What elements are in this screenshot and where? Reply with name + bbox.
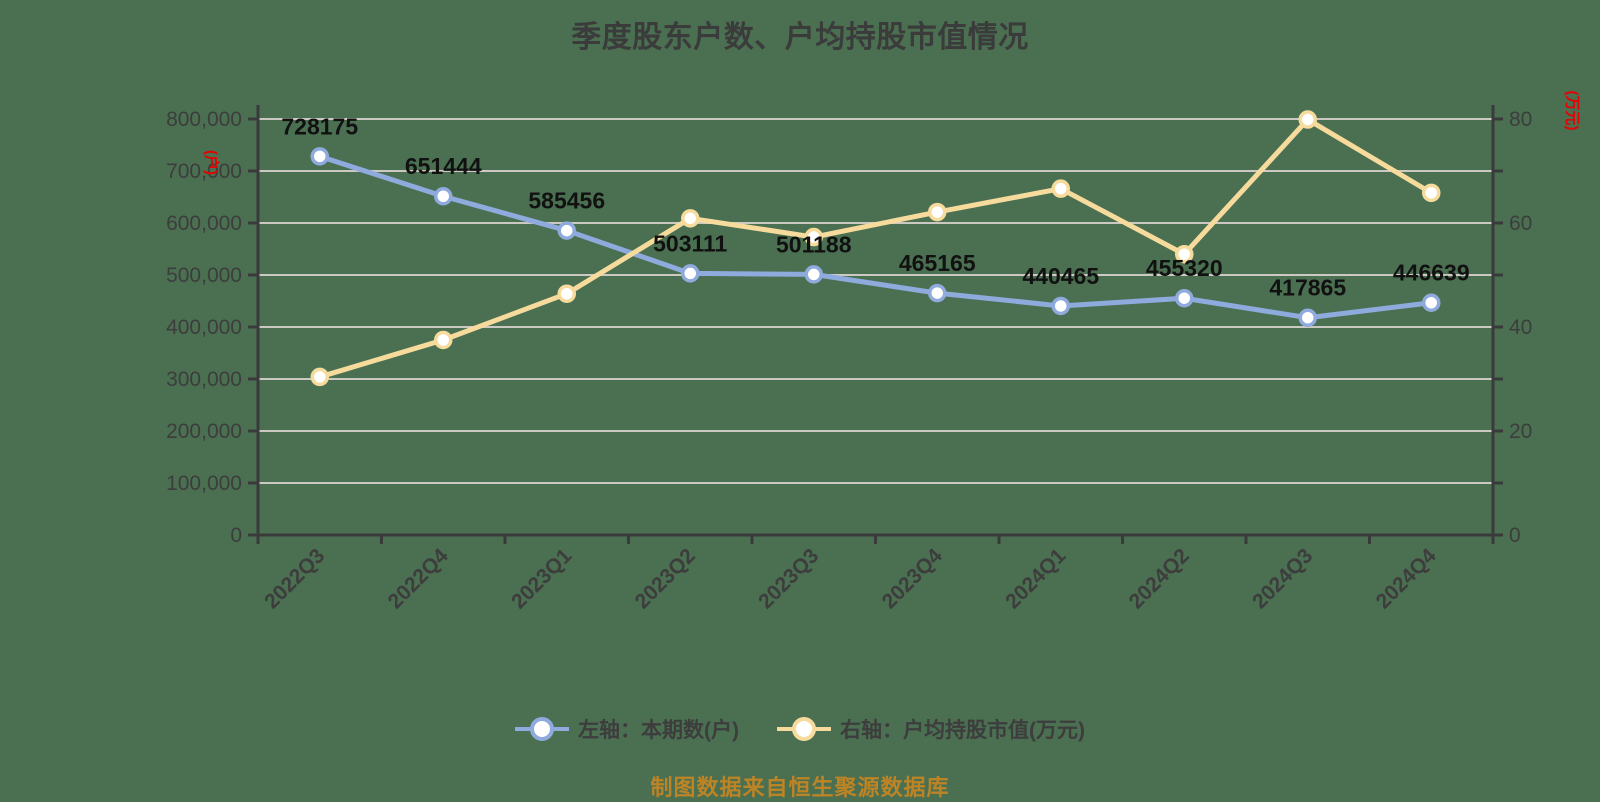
line-circle-marker-icon (777, 715, 831, 743)
data-point-marker[interactable] (1175, 288, 1194, 308)
x-axis-category-label: 2024Q4 (1372, 544, 1441, 613)
left-axis-unit-label: (户) (202, 150, 220, 175)
x-axis-category-label: 2024Q1 (1001, 544, 1070, 613)
data-point-value-label: 651444 (405, 153, 482, 179)
left-axis-tick-label: 400,000 (166, 316, 242, 339)
left-axis-tick-label: 800,000 (166, 108, 242, 131)
left-axis-tick-label: 500,000 (166, 264, 242, 287)
x-axis-category-label: 2023Q2 (631, 544, 700, 613)
data-point-value-label: 728175 (281, 113, 358, 139)
data-point-marker[interactable] (681, 264, 700, 283)
data-point-marker[interactable] (804, 227, 823, 247)
legend-item-avg-holding-value[interactable]: 右轴：户均持股市值(万元) (777, 714, 1085, 744)
chart-title: 季度股东户数、户均持股市值情况 (571, 21, 1029, 54)
data-point-marker[interactable] (804, 265, 823, 284)
data-point-value-label: 440465 (1022, 263, 1099, 289)
left-axis-tick-label: 100,000 (166, 472, 242, 495)
right-axis-tick-label: 80 (1509, 108, 1532, 131)
left-axis-tick-label: 200,000 (166, 420, 242, 443)
x-axis-category-label: 2023Q3 (754, 544, 823, 613)
data-point-value-label: 501188 (776, 231, 852, 257)
data-point-marker[interactable] (1422, 183, 1441, 203)
series-line-1 (317, 117, 1434, 380)
data-source-note: 制图数据来自恒生聚源数据库 (650, 775, 950, 800)
x-axis-category-label: 2022Q3 (260, 544, 329, 613)
left-axis-tick-label: 700,000 (166, 160, 242, 183)
data-point-value-label: 446639 (1393, 260, 1470, 286)
data-point-value-label: 417865 (1269, 275, 1346, 301)
data-point-marker[interactable] (557, 284, 576, 303)
right-axis-unit-label: (万元) (1563, 90, 1581, 131)
data-point-marker[interactable] (434, 186, 453, 206)
legend: 左轴：本期数(户) 右轴：户均持股市值(万元) (0, 714, 1600, 744)
left-axis-tick-label: 300,000 (166, 368, 242, 391)
data-point-value-label: 585456 (528, 188, 605, 214)
right-axis-tick-label: 20 (1509, 420, 1532, 443)
x-axis-category-label: 2023Q1 (507, 544, 576, 613)
data-point-value-label: 503111 (653, 230, 727, 256)
legend-item-shareholder-count[interactable]: 左轴：本期数(户) (515, 714, 739, 744)
legend-label: 右轴：户均持股市值(万元) (840, 719, 1085, 742)
left-axis-tick-label: 0 (230, 524, 242, 547)
x-axis-category-label: 2024Q3 (1248, 544, 1317, 613)
data-point-marker[interactable] (434, 330, 453, 350)
x-axis-category-label: 2022Q4 (384, 544, 453, 613)
x-axis-category-label: 2023Q4 (878, 544, 947, 613)
right-axis-tick-label: 60 (1509, 212, 1532, 235)
line-circle-marker-icon (515, 715, 569, 743)
legend-label: 左轴：本期数(户) (578, 719, 739, 742)
series-line-0 (317, 153, 1434, 321)
data-point-marker[interactable] (928, 202, 947, 222)
data-point-marker[interactable] (1298, 308, 1317, 327)
data-point-marker[interactable] (310, 147, 329, 166)
right-axis-tick-label: 0 (1509, 524, 1521, 547)
left-axis-tick-label: 600,000 (166, 212, 242, 235)
data-point-marker[interactable] (1422, 293, 1441, 312)
data-point-marker[interactable] (928, 283, 947, 303)
data-point-marker[interactable] (1175, 244, 1194, 264)
data-point-marker[interactable] (1298, 110, 1317, 129)
right-axis-tick-label: 40 (1509, 316, 1532, 339)
data-point-value-label: 465165 (899, 250, 976, 276)
data-point-marker[interactable] (681, 209, 700, 228)
data-point-marker[interactable] (1051, 179, 1070, 198)
x-axis-category-label: 2024Q2 (1125, 544, 1194, 613)
data-point-value-label: 455320 (1146, 255, 1223, 281)
data-point-marker[interactable] (1051, 296, 1070, 316)
data-point-marker[interactable] (310, 367, 329, 387)
data-point-marker[interactable] (557, 221, 576, 240)
